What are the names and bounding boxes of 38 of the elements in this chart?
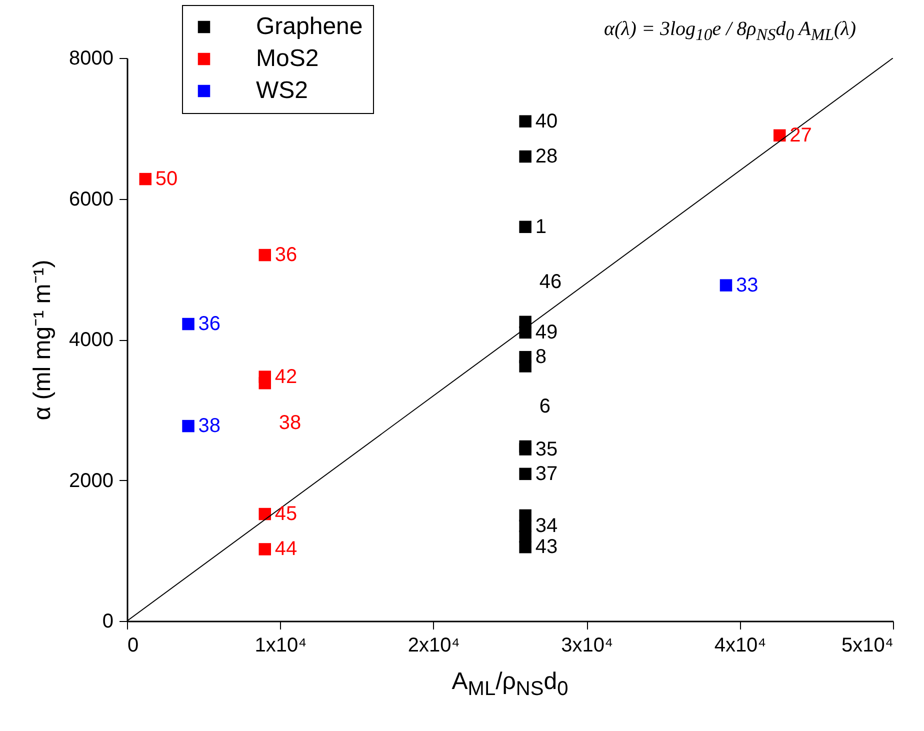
x-tick-label: 2x10⁴ [408, 634, 460, 656]
y-tick-label: 0 [102, 610, 114, 632]
text: α(λ) = 3log$_{10}$e / 8ρ$_{NS}$d$_{0}$ A$_{ML}$(λ) [604, 18, 856, 44]
annotation: 40 [535, 110, 558, 132]
legend-label: WS2 [256, 77, 308, 104]
annotation: 8 [535, 346, 546, 368]
annotation: 36 [274, 244, 298, 266]
annotation: 34 [535, 514, 558, 537]
legend-label: Graphene [256, 13, 363, 40]
x-axis-title: A$_{ML}$/ρ$_{NS}$d$_{0}$ [450, 668, 570, 701]
annotation: 38 [198, 415, 221, 438]
annotation: 1 [535, 216, 546, 238]
annotation: 42 [274, 366, 298, 388]
annotation: 45 [274, 503, 298, 526]
annotation: 37 [535, 462, 558, 485]
annotation: 38 [278, 412, 302, 434]
x-tick-label: 3x10⁴ [561, 634, 614, 656]
annotation: 43 [535, 536, 558, 558]
annotation: 50 [155, 168, 178, 190]
annotation: 44 [274, 538, 298, 560]
annotation: 46 [539, 270, 562, 293]
y-tick-label: 6000 [69, 188, 114, 210]
annotation: 6 [539, 395, 550, 418]
annotation: 27 [790, 124, 812, 146]
y-tick-label: 2000 [69, 470, 114, 492]
legend-label: MoS2 [256, 45, 319, 72]
y-tick-label: 8000 [69, 48, 114, 70]
annotation: 28 [535, 146, 558, 168]
annotation: 33 [736, 274, 758, 296]
y-axis-title: α (ml mg⁻¹ m⁻¹) [29, 260, 56, 420]
x-tick-label: 0 [128, 634, 139, 656]
annotation: 36 [198, 313, 221, 336]
x-tick-label: 1x10⁴ [254, 634, 307, 656]
annotation: 49 [535, 321, 558, 344]
y-tick-label: 4000 [69, 329, 114, 351]
annotation: 35 [535, 438, 558, 460]
x-tick-label: 4x10⁴ [714, 634, 766, 656]
x-tick-label: 5x10⁴ [842, 634, 894, 656]
